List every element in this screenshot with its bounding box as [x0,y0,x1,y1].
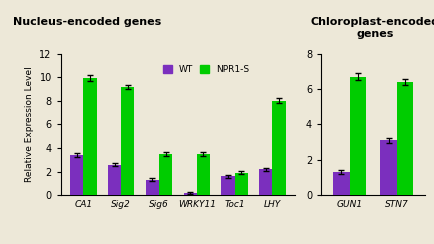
Bar [349,77,366,195]
Bar [380,140,397,195]
Text: Chloroplast-encoded
genes: Chloroplast-encoded genes [311,17,434,39]
Bar [221,176,235,195]
Legend: WT, NPR1-S: WT, NPR1-S [159,61,253,77]
Bar [184,193,197,195]
Bar [70,155,83,195]
Bar [121,87,135,195]
Bar [397,82,414,195]
Bar [259,169,273,195]
Bar [159,154,172,195]
Bar [146,180,159,195]
Bar [333,172,349,195]
Bar [273,101,286,195]
Bar [197,154,210,195]
Bar [83,79,97,195]
Bar [235,173,248,195]
Bar [108,164,121,195]
Y-axis label: Relative Expression Level: Relative Expression Level [25,67,34,182]
Text: Nucleus-encoded genes: Nucleus-encoded genes [13,17,161,27]
